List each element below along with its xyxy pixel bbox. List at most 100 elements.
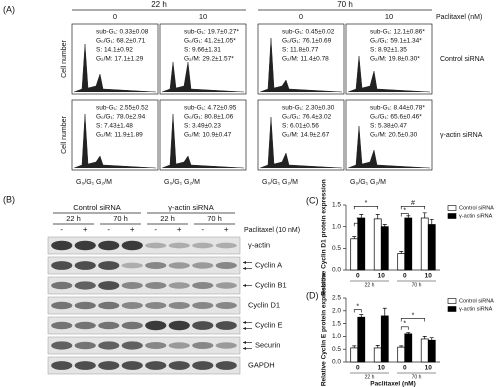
cycle-stat: S: 11.8±0.77: [282, 47, 319, 54]
significance-bracket: [400, 318, 426, 322]
histogram-frame: [71, 23, 159, 95]
row-label: γ-actin siRNA: [440, 132, 483, 139]
blot-band: [74, 301, 96, 310]
cycle-stat: sub-G₁: 19.7±0.27*: [184, 29, 239, 36]
panel-label: (A): [3, 4, 15, 14]
significance-bracket: [400, 213, 409, 217]
blot-band: [74, 281, 96, 290]
bar: [373, 218, 382, 271]
error-bar: [359, 214, 364, 218]
treatment-sign: -: [60, 225, 63, 234]
blot-band: [145, 282, 167, 289]
treatment-sign: +: [130, 225, 135, 234]
time-label: 22 h: [160, 214, 175, 223]
histogram: [347, 125, 431, 169]
cycle-stat: G₂/M: 10.9±0.47: [184, 132, 232, 139]
histogram-frame: [159, 99, 247, 171]
bar: [420, 217, 429, 271]
cycle-stat: G₀/G₁: 41.2±1.05*: [184, 38, 236, 45]
blot-band: [168, 320, 190, 331]
histogram: [259, 116, 343, 169]
histogram-frame: [71, 99, 159, 171]
cycle-stat: sub-G₁: 0.33±0.08: [96, 29, 149, 36]
error-bar: [375, 345, 380, 348]
cycle-stat: sub-G₁: 0.45±0.02: [282, 29, 335, 36]
histogram: [73, 43, 157, 93]
blot-band: [168, 262, 190, 269]
significance-bracket: [353, 222, 362, 227]
x-axis-label: Paclitaxel (nM): [370, 381, 416, 387]
blot-band: [74, 341, 96, 350]
blot-band: [168, 302, 190, 309]
blot-band: [215, 282, 237, 289]
blot-band: [98, 281, 120, 290]
blot-band: [121, 262, 143, 269]
legend-label: γ-actin siRNA: [459, 213, 493, 219]
band-arrowhead: [243, 321, 246, 324]
blot-band: [145, 320, 167, 331]
y-tick-label: 1.0: [332, 223, 341, 230]
treatment-label: Paclitaxel (10 nM): [244, 227, 300, 234]
blot-band: [74, 321, 96, 330]
cycle-stat: G₂/M: 17.1±1.29: [96, 56, 144, 63]
legend-label: γ-actin siRNA: [459, 306, 493, 312]
panel-label: (B): [3, 194, 15, 204]
significance-mark: #: [411, 200, 415, 207]
histogram-frame: [257, 99, 345, 171]
cycle-stat: S: 8.92±1.35: [370, 47, 407, 54]
protein-label: Securin: [255, 340, 280, 349]
cycle-stat: S: 3.49±0.23: [184, 123, 221, 130]
protein-label: γ-actin: [248, 240, 270, 249]
group-label: 22 h: [365, 374, 375, 380]
blot-band: [98, 321, 120, 330]
blot-band: [121, 361, 143, 370]
y-tick-label: 1.0: [332, 333, 341, 340]
cycle-stat: G₀/G₁: 65.6±0.46*: [370, 114, 422, 121]
bar: [357, 316, 366, 363]
cycle-stat: sub-G₁: 8.44±0.78*: [370, 105, 425, 112]
blot-band: [168, 361, 190, 370]
histogram: [347, 55, 431, 93]
significance-mark: *: [403, 207, 406, 214]
x-tick-label: 10: [378, 273, 386, 280]
dose-label: 0: [299, 12, 303, 21]
blot-band: [51, 301, 73, 310]
x-tick-label: 0: [356, 365, 360, 372]
y-axis-label: Relative Cyclin E protein expression: [321, 274, 328, 386]
blot-band: [74, 361, 96, 370]
blot-band: [215, 242, 237, 249]
x-axis-label: G₀/G₁ G₂/M: [164, 179, 200, 186]
y-axis-label: Cell number: [61, 39, 68, 77]
treatment-sign: +: [83, 225, 88, 234]
treatment-sign: -: [107, 225, 110, 234]
blot-band: [121, 282, 143, 289]
cycle-stat: G₀/G₁: 76.1±0.69: [282, 38, 332, 45]
blot-band: [98, 361, 120, 370]
cycle-stat: G₀/G₁: 76.4±3.02: [282, 114, 332, 121]
error-bar: [382, 224, 387, 227]
dose-axis-label: Paclitaxel (nM): [436, 14, 482, 21]
blot-band: [51, 281, 73, 290]
blot-band: [51, 261, 73, 270]
error-bar: [422, 212, 427, 218]
dose-label: 10: [385, 12, 393, 21]
cycle-stat: G₀/G₁: 78.0±2.94: [96, 114, 146, 121]
blot-strip: [47, 276, 241, 295]
group-label: Control siRNA: [73, 203, 121, 212]
blot-band: [192, 242, 214, 249]
bar: [404, 217, 413, 271]
error-bar: [352, 236, 357, 239]
time-label: 22 h: [151, 0, 167, 9]
blot-strip: [47, 256, 241, 275]
blot-band: [51, 361, 73, 370]
blot-band: [98, 301, 120, 310]
blot-band: [168, 282, 190, 289]
cycle-stat: G₂/M: 19.8±0.30*: [370, 56, 420, 63]
blot-strip: [47, 236, 241, 255]
band-arrowhead: [243, 261, 246, 264]
legend-swatch: [447, 306, 457, 312]
histogram-frame: [345, 23, 433, 95]
significance-bracket: [353, 309, 362, 313]
protein-label: Cyclin D1: [248, 300, 280, 309]
